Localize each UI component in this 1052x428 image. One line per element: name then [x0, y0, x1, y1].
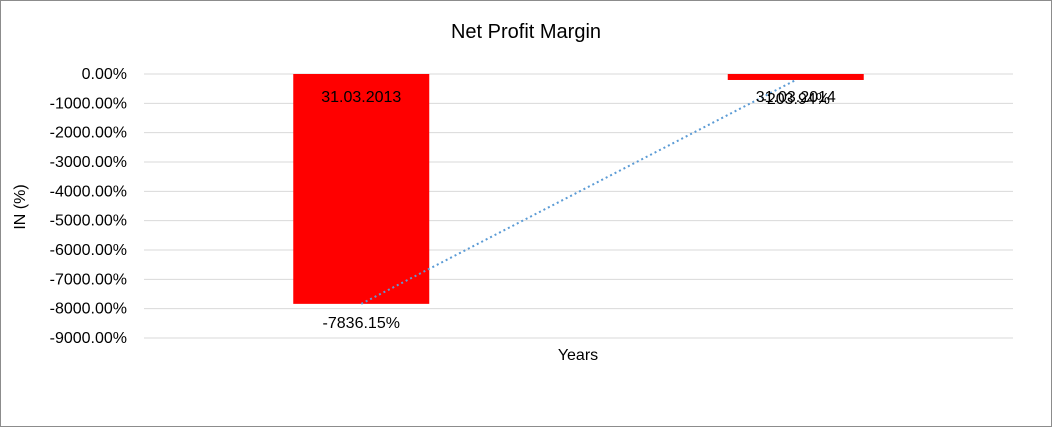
- trendline-layer: [360, 79, 797, 305]
- y-tick-label: -7000.00%: [50, 271, 127, 288]
- bar: [293, 74, 430, 304]
- y-tick-label: -5000.00%: [50, 213, 127, 230]
- y-tick-label: -9000.00%: [50, 330, 127, 347]
- data-label: -7836.15%: [323, 315, 400, 332]
- bar: [727, 74, 864, 80]
- data-label: -203.94%: [762, 91, 831, 108]
- y-tick-label: -2000.00%: [50, 125, 127, 142]
- y-tick-label: -4000.00%: [50, 183, 127, 200]
- chart-title: Net Profit Margin: [451, 21, 601, 43]
- bars: [293, 74, 864, 304]
- y-axis-label: IN (%): [12, 184, 29, 229]
- gridlines: [144, 73, 1013, 339]
- y-tick-label: -6000.00%: [50, 242, 127, 259]
- y-tick-label: -8000.00%: [50, 301, 127, 318]
- y-tick-label: -3000.00%: [50, 154, 127, 171]
- category-label: 31.03.2013: [321, 89, 401, 106]
- y-tick-label: -1000.00%: [50, 95, 127, 112]
- trendline: [360, 79, 797, 305]
- category-label: 31.03.2014: [756, 89, 836, 106]
- labels: 0.00% -1000.00% -2000.00% -3000.00% -4000.00…: [50, 66, 836, 347]
- x-axis-label: Years: [558, 347, 598, 364]
- y-tick-label: 0.00%: [82, 66, 127, 83]
